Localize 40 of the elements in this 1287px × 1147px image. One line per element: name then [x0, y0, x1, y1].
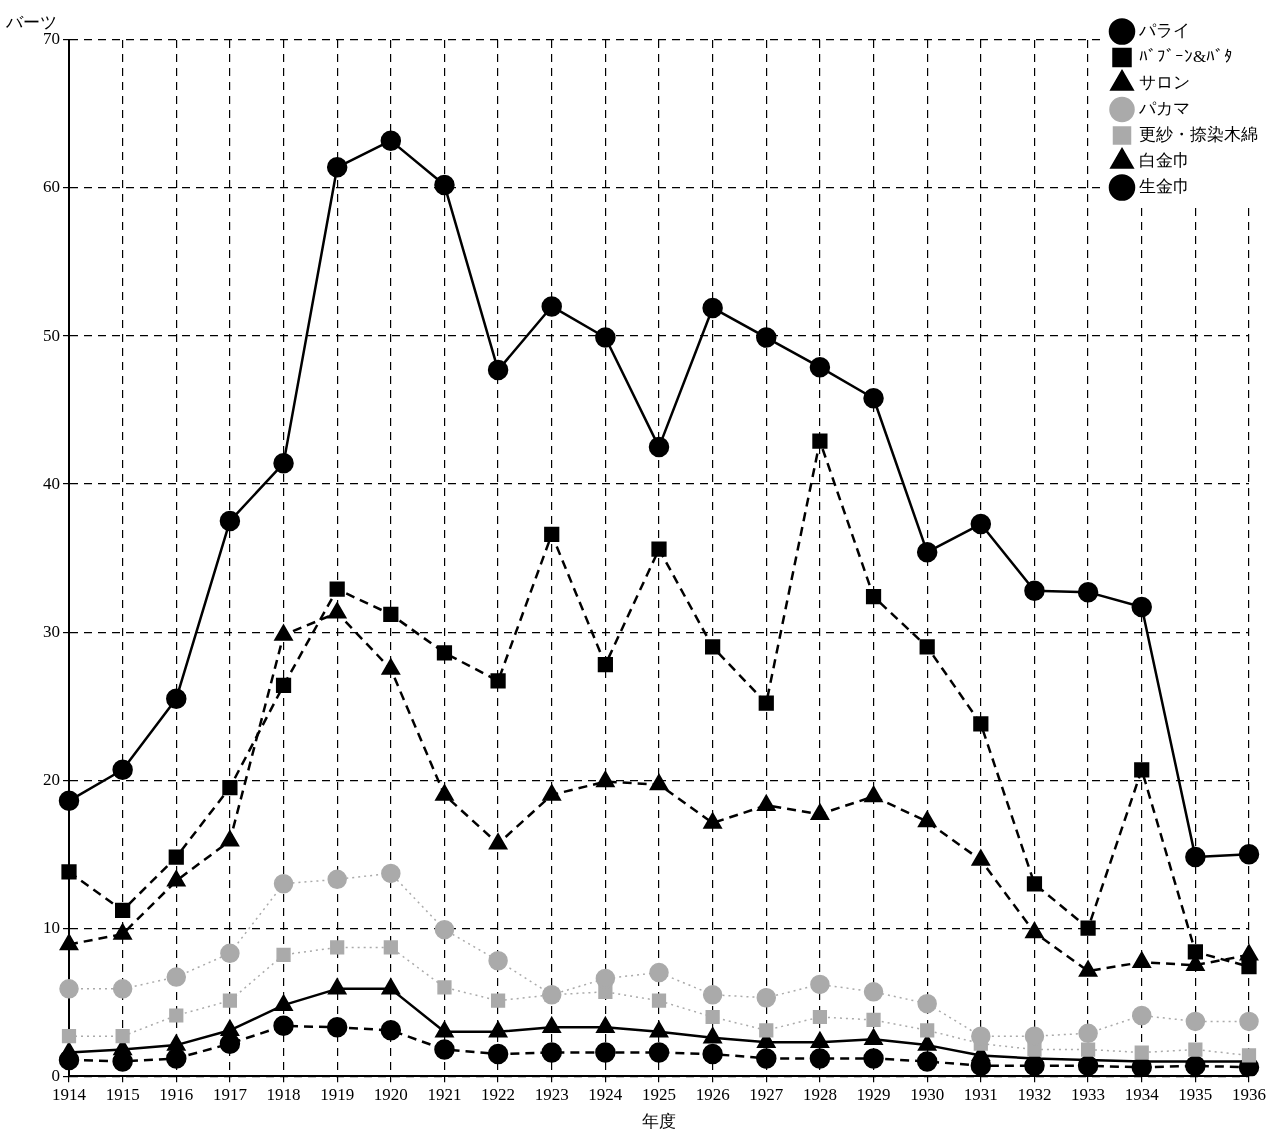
- x-tick-label: 1930: [910, 1084, 945, 1104]
- x-tick-label: 1915: [105, 1084, 140, 1104]
- legend-label: 白金巾: [1139, 150, 1190, 170]
- x-tick-label: 1916: [159, 1084, 194, 1104]
- x-tick-label: 1917: [212, 1084, 248, 1104]
- x-tick-label: 1926: [695, 1084, 730, 1104]
- x-tick-label: 1934: [1124, 1084, 1160, 1104]
- x-tick-label: 1932: [1017, 1084, 1052, 1104]
- x-tick-label: 1925: [642, 1084, 676, 1104]
- x-tick-label: 1919: [320, 1084, 355, 1104]
- x-tick-label: 1922: [481, 1084, 516, 1104]
- x-tick-label: 1928: [802, 1084, 837, 1104]
- y-tick-label: 0: [51, 1065, 60, 1085]
- y-tick-label: 40: [43, 473, 60, 493]
- x-tick-label: 1921: [427, 1084, 462, 1104]
- x-tick-label: 1931: [963, 1084, 998, 1104]
- y-tick-label: 60: [43, 177, 60, 197]
- y-tick-label: 50: [43, 325, 60, 345]
- x-tick-label: 1927: [749, 1084, 784, 1104]
- x-tick-label: 1933: [1071, 1084, 1106, 1104]
- x-tick-label: 1936: [1232, 1084, 1266, 1104]
- legend-label: サロン: [1139, 72, 1190, 92]
- legend-label: 生金巾: [1139, 176, 1190, 196]
- x-tick-label: 1935: [1178, 1084, 1213, 1104]
- legend-label: パカマ: [1138, 98, 1190, 118]
- y-tick-label: 30: [43, 621, 60, 641]
- x-tick-label: 1920: [373, 1084, 408, 1104]
- y-axis-title: バーツ: [4, 12, 57, 32]
- y-tick-label: 20: [43, 769, 60, 789]
- y-tick-label: 70: [43, 29, 60, 49]
- x-tick-label: 1929: [856, 1084, 891, 1104]
- legend-label: ﾊﾞﾌﾞｰﾝ&ﾊﾞﾀ: [1139, 46, 1234, 66]
- x-axis-title: 年度: [642, 1112, 676, 1132]
- x-tick-label: 1914: [52, 1084, 87, 1104]
- legend-label: パライ: [1138, 20, 1190, 40]
- x-tick-label: 1923: [534, 1084, 569, 1104]
- x-tick-label: 1918: [266, 1084, 301, 1104]
- y-tick-label: 10: [43, 917, 60, 937]
- legend-label: 更紗・捺染木綿: [1139, 124, 1258, 144]
- x-tick-label: 1924: [588, 1084, 623, 1104]
